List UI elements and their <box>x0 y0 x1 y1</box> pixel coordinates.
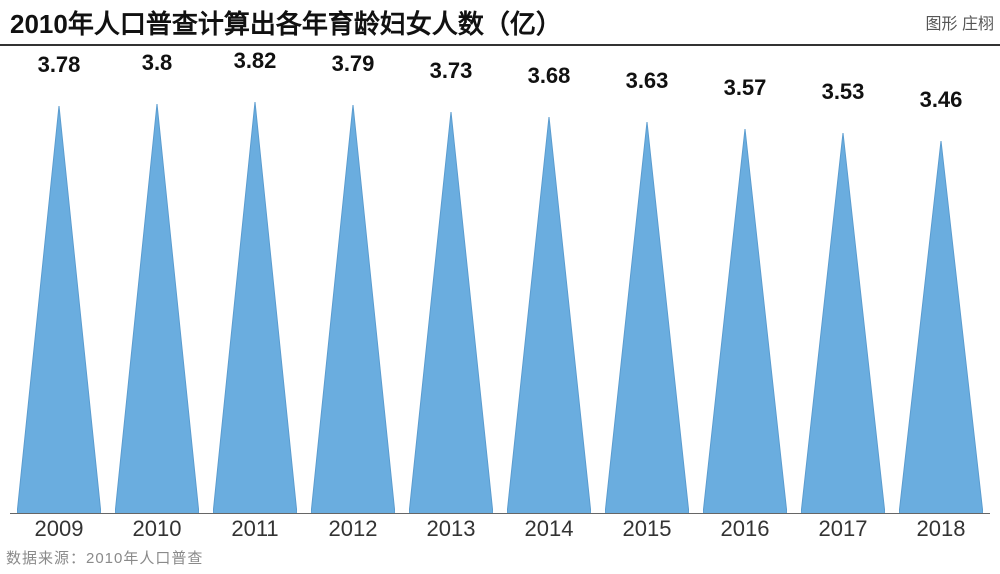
cone-shape <box>17 106 101 514</box>
cone-2010: 3.8 <box>108 48 206 514</box>
x-label: 2017 <box>794 516 892 542</box>
cone-2014: 3.68 <box>500 48 598 514</box>
x-label: 2012 <box>304 516 402 542</box>
value-label: 3.53 <box>822 79 865 105</box>
x-label: 2010 <box>108 516 206 542</box>
x-label: 2013 <box>402 516 500 542</box>
value-label: 3.46 <box>920 87 963 113</box>
cone-2016: 3.57 <box>696 48 794 514</box>
value-label: 3.57 <box>724 75 767 101</box>
cone-2018: 3.46 <box>892 48 990 514</box>
value-label: 3.8 <box>142 50 173 76</box>
x-label: 2015 <box>598 516 696 542</box>
cone-shape <box>801 133 885 514</box>
value-label: 3.68 <box>528 63 571 89</box>
chart-container: 2010年人口普查计算出各年育龄妇女人数（亿） 图形 庄栩 3.78 3.8 3.8… <box>0 0 1000 574</box>
cone-shape <box>311 105 395 514</box>
cone-shape <box>703 129 787 514</box>
cone-2017: 3.53 <box>794 48 892 514</box>
value-label: 3.79 <box>332 51 375 77</box>
value-label: 3.63 <box>626 68 669 94</box>
cone-shape <box>115 104 199 514</box>
value-label: 3.73 <box>430 58 473 84</box>
cone-shape <box>507 117 591 514</box>
x-label: 2014 <box>500 516 598 542</box>
chart-credit: 图形 庄栩 <box>926 10 994 34</box>
value-label: 3.78 <box>38 52 81 78</box>
x-axis-labels: 2009201020112012201320142015201620172018 <box>10 516 990 542</box>
cone-2011: 3.82 <box>206 48 304 514</box>
chart-title: 2010年人口普查计算出各年育龄妇女人数（亿） <box>10 4 562 41</box>
data-source: 数据来源：2010年人口普查 <box>6 547 203 568</box>
cone-shape <box>605 122 689 514</box>
cone-2012: 3.79 <box>304 48 402 514</box>
cone-2009: 3.78 <box>10 48 108 514</box>
x-label: 2011 <box>206 516 304 542</box>
x-axis-line <box>10 513 990 514</box>
cone-shape <box>409 112 493 514</box>
value-label: 3.82 <box>234 48 277 74</box>
x-label: 2018 <box>892 516 990 542</box>
cone-2013: 3.73 <box>402 48 500 514</box>
cone-2015: 3.63 <box>598 48 696 514</box>
plot-area: 3.78 3.8 3.82 3.79 3.73 3.68 3.63 3.57 3.53 3.46 <box>10 48 990 514</box>
x-label: 2009 <box>10 516 108 542</box>
x-label: 2016 <box>696 516 794 542</box>
cone-shape <box>213 102 297 514</box>
title-bar: 2010年人口普查计算出各年育龄妇女人数（亿） 图形 庄栩 <box>0 0 1000 46</box>
cone-shape <box>899 141 983 514</box>
cones-row: 3.78 3.8 3.82 3.79 3.73 3.68 3.63 3.57 3.53 3.46 <box>10 48 990 514</box>
